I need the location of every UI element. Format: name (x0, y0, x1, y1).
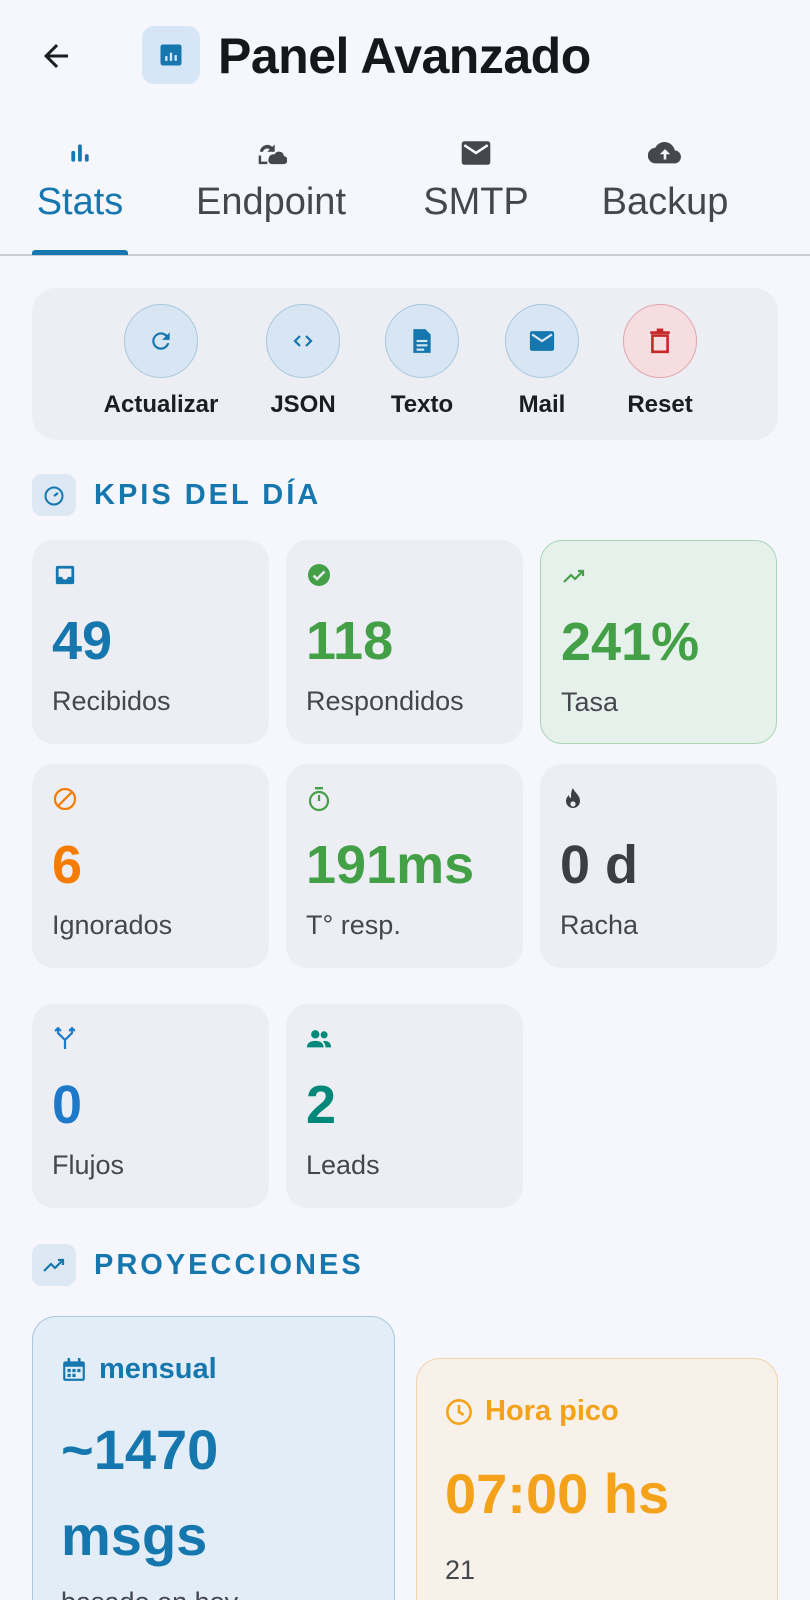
dashboard-icon (142, 26, 200, 84)
block-icon (52, 786, 78, 812)
tab-backup[interactable]: Backup (590, 124, 740, 254)
refresh-icon (124, 304, 198, 378)
trash-icon (623, 304, 697, 378)
tab-endpoint[interactable]: Endpoint (186, 124, 356, 254)
fork-icon (52, 1026, 78, 1052)
kpi-response-time: 191ms T° resp. (286, 764, 523, 968)
document-icon (385, 304, 459, 378)
check-circle-icon (306, 562, 332, 588)
projection-monthly-sub: basado en hoy (61, 1587, 238, 1600)
mail-icon (460, 138, 492, 168)
refresh-button[interactable]: Actualizar (91, 304, 231, 420)
projection-monthly-value: ~1470 (61, 1418, 219, 1481)
speedometer-icon (32, 474, 76, 516)
trending-up-icon (561, 563, 587, 589)
cloud-upload-icon (648, 138, 682, 168)
clock-icon (446, 1398, 472, 1425)
kpi-ignored: 6 Ignorados (32, 764, 269, 968)
projection-monthly-title: mensual (99, 1353, 217, 1385)
json-button[interactable]: JSON (233, 304, 373, 420)
projection-peak-card: Hora pico 07:00 hs 21 (416, 1358, 778, 1600)
timer-icon (306, 786, 332, 812)
text-button[interactable]: Texto (352, 304, 492, 420)
kpi-rate: 241% Tasa (540, 540, 777, 744)
code-icon (266, 304, 340, 378)
projection-peak-value: 07:00 hs (445, 1462, 670, 1525)
mail-button[interactable]: Mail (472, 304, 612, 420)
people-icon (306, 1026, 332, 1052)
mail-icon (505, 304, 579, 378)
kpi-streak: 0 d Racha (540, 764, 777, 968)
page-title: Panel Avanzado (218, 28, 591, 84)
tab-bar: Stats Endpoint SMTP Backup (0, 124, 810, 256)
kpis-section-header: KPIS DEL DÍA (32, 474, 321, 516)
reset-button[interactable]: Reset (590, 304, 730, 420)
kpi-received: 49 Recibidos (32, 540, 269, 744)
projection-peak-sub: 21 (445, 1555, 476, 1585)
calendar-icon (63, 1357, 85, 1381)
sync-cloud-icon (255, 138, 287, 168)
kpi-flows: 0 Flujos (32, 1004, 269, 1208)
action-bar: Actualizar JSON Texto Mail Reset (32, 288, 778, 440)
tab-stats[interactable]: Stats (32, 124, 128, 254)
kpi-answered: 118 Respondidos (286, 540, 523, 744)
fire-icon (560, 786, 586, 812)
app-header: Panel Avanzado (0, 0, 810, 118)
projection-monthly-unit: msgs (61, 1504, 208, 1567)
bar-chart-icon (67, 138, 93, 168)
tab-smtp[interactable]: SMTP (412, 124, 540, 254)
inbox-icon (52, 562, 78, 588)
kpi-leads: 2 Leads (286, 1004, 523, 1208)
projection-monthly-card: mensual ~1470 msgs basado en hoy (32, 1316, 395, 1600)
arrow-left-icon (44, 44, 68, 68)
trending-up-icon (32, 1244, 76, 1286)
tab-indicator (32, 250, 128, 255)
projection-peak-title: Hora pico (485, 1395, 619, 1427)
kpis-section-title: KPIS DEL DÍA (94, 478, 322, 511)
projections-section-header: PROYECCIONES (32, 1244, 364, 1286)
back-button[interactable] (30, 30, 82, 82)
projections-section-title: PROYECCIONES (94, 1248, 364, 1281)
